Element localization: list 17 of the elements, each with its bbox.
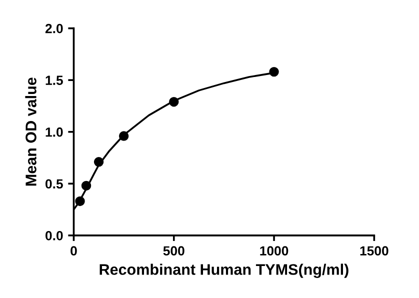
point (269, 66, 279, 77)
point (169, 96, 179, 107)
point (81, 180, 92, 191)
x-tick-label: 500 (163, 246, 184, 256)
y-tick-label: 1.0 (46, 127, 63, 137)
x-tick-label: 1500 (360, 246, 388, 256)
x-tick-label: 1000 (260, 246, 288, 256)
x-axis-title: Recombinant Human TYMS(ng/ml) (100, 264, 348, 278)
x-tick-label: 0 (70, 246, 77, 256)
y-tick-label: 0.5 (46, 179, 63, 189)
point (118, 131, 129, 141)
y-tick-label: 0.0 (46, 230, 63, 240)
point (94, 157, 104, 167)
y-tick-label: 1.5 (46, 76, 63, 85)
y-tick-label: 2.0 (45, 24, 63, 34)
y-axis-title: Mean OD value (25, 78, 36, 186)
point (75, 196, 85, 206)
